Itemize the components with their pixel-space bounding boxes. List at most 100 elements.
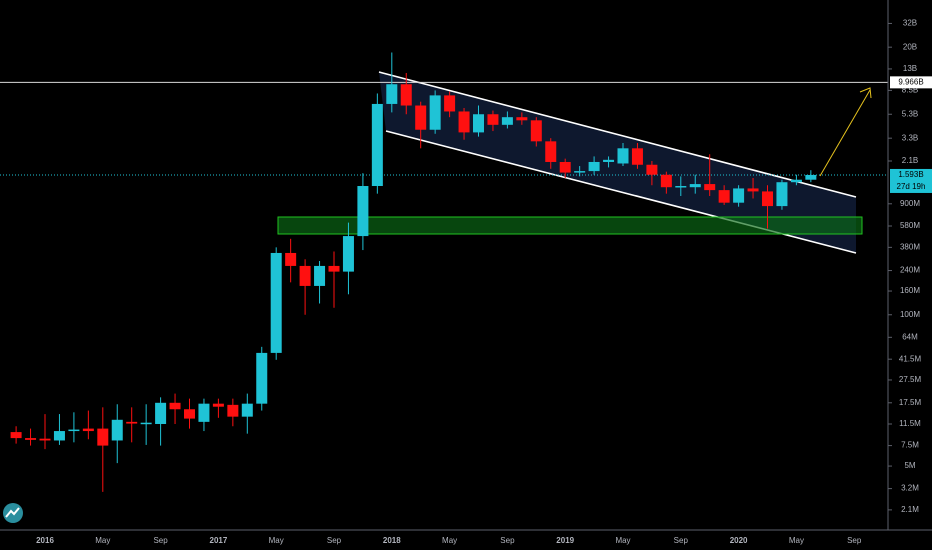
- candle-body: [386, 84, 398, 104]
- x-tick-label: Sep: [847, 536, 862, 545]
- y-tick-label: 64M: [902, 332, 918, 341]
- x-tick-label: Sep: [153, 536, 168, 545]
- candle-body: [111, 419, 123, 441]
- candle-body: [574, 171, 586, 173]
- y-tick-label: 8.5B: [902, 86, 918, 95]
- candle-body: [68, 429, 80, 432]
- logo-mark: [5, 507, 20, 518]
- candle-body: [126, 421, 138, 424]
- candle-body: [530, 120, 542, 142]
- y-tick-label: 3.2M: [901, 484, 919, 493]
- candle-body: [241, 403, 253, 417]
- x-tick-label: 2018: [383, 536, 401, 545]
- candle-body: [588, 161, 600, 172]
- candle-body: [805, 174, 817, 180]
- last-price-label: 1.593B: [898, 170, 923, 179]
- x-tick-label: 2016: [36, 536, 54, 545]
- candle-body: [559, 161, 571, 173]
- y-tick-label: 3.3B: [902, 133, 918, 142]
- y-tick-label: 27.5M: [899, 375, 922, 384]
- candle-body: [256, 352, 268, 404]
- support-zone: [277, 216, 863, 235]
- candle-body: [689, 184, 701, 188]
- x-tick-label: May: [95, 536, 110, 545]
- candle-body: [227, 404, 239, 417]
- candle-body: [299, 265, 311, 286]
- candle-body: [545, 141, 557, 162]
- y-tick-label: 2.1M: [901, 505, 919, 514]
- candle-body: [487, 114, 499, 125]
- candle-body: [328, 265, 340, 272]
- y-tick-label: 20B: [903, 42, 917, 51]
- x-tick-label: May: [789, 536, 804, 545]
- candle-body: [444, 95, 456, 112]
- arrow-head: [859, 87, 872, 99]
- y-tick-label: 5.3B: [902, 109, 918, 118]
- y-tick-label: 32B: [903, 19, 917, 28]
- candle-body: [10, 432, 22, 439]
- candle-body: [155, 402, 167, 425]
- y-tick-label: 580M: [900, 221, 920, 230]
- candle-body: [400, 84, 412, 106]
- x-tick-label: Sep: [500, 536, 515, 545]
- y-tick-label: 160M: [900, 286, 920, 295]
- candle-body: [97, 428, 109, 446]
- candle-body: [646, 164, 658, 175]
- logo: [3, 503, 23, 523]
- candle-body: [718, 190, 730, 203]
- candle-body: [660, 174, 672, 188]
- arrow-shaft: [819, 89, 871, 177]
- y-tick-label: 240M: [900, 266, 920, 275]
- x-tick-label: Sep: [327, 536, 342, 545]
- candle-body: [184, 409, 195, 419]
- y-tick-label: 13B: [903, 64, 917, 73]
- candle-body: [617, 148, 629, 164]
- x-tick-label: May: [442, 536, 457, 545]
- candle-body: [198, 403, 210, 422]
- candle-body: [415, 105, 427, 130]
- y-tick-label: 7.5M: [901, 441, 919, 450]
- candle-body: [140, 422, 152, 425]
- candle-body: [357, 186, 369, 237]
- y-tick-label: 41.5M: [899, 354, 922, 363]
- countdown-label: 27d 19h: [897, 182, 926, 191]
- candle-body: [747, 188, 759, 192]
- candle-body: [762, 191, 773, 207]
- y-tick-label: 900M: [900, 199, 920, 208]
- candle-body: [675, 186, 687, 188]
- candle-body: [516, 117, 528, 121]
- candle-body: [285, 252, 297, 266]
- x-tick-label: May: [615, 536, 630, 545]
- candle-body: [501, 117, 513, 125]
- x-tick-label: 2020: [730, 536, 748, 545]
- candle-body: [314, 265, 326, 286]
- candle-body: [458, 111, 470, 133]
- price-tag-label: 9.966B: [898, 77, 923, 86]
- x-tick-label: 2017: [210, 536, 228, 545]
- y-tick-label: 11.5M: [899, 419, 921, 428]
- candle-body: [603, 159, 615, 162]
- y-tick-label: 2.1B: [902, 156, 918, 165]
- candle-body: [429, 95, 441, 130]
- channel-upper: [378, 71, 857, 198]
- candle-body: [473, 114, 484, 133]
- y-tick-label: 5M: [904, 461, 915, 470]
- price-tag: [890, 76, 932, 89]
- candle-body: [270, 252, 282, 353]
- candle-body: [212, 403, 224, 407]
- x-tick-label: May: [269, 536, 284, 545]
- candles-layer: [0, 52, 888, 492]
- candle-body: [39, 438, 51, 441]
- y-tick-label: 100M: [900, 310, 920, 319]
- x-tick-label: Sep: [674, 536, 689, 545]
- candle-body: [25, 438, 37, 440]
- y-tick-label: 380M: [900, 242, 920, 251]
- candle-body: [704, 184, 716, 191]
- candle-body: [631, 148, 643, 165]
- candle-body: [53, 431, 65, 441]
- candle-body: [82, 428, 94, 432]
- grid-layer: [888, 22, 892, 511]
